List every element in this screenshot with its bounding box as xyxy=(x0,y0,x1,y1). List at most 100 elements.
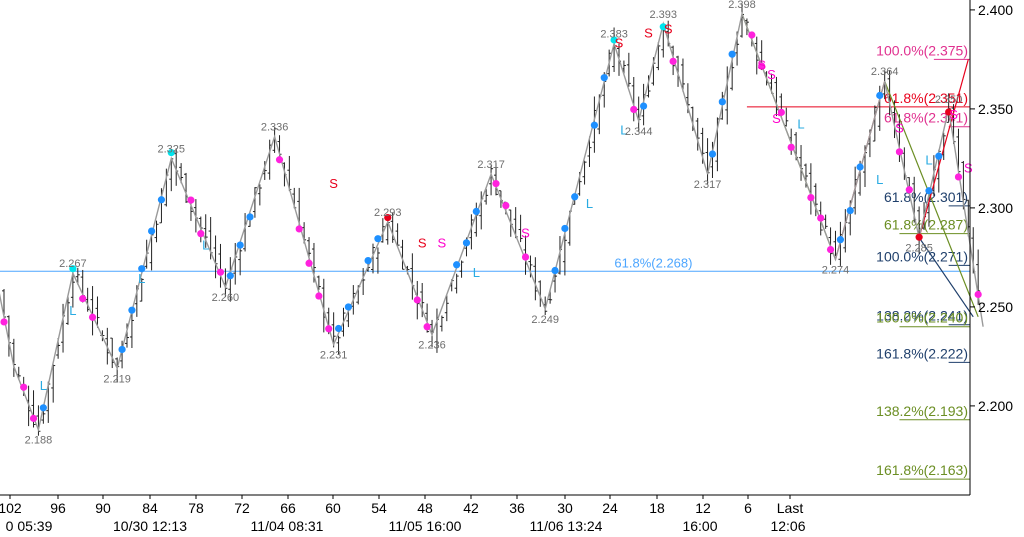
x-tick-label: 6 xyxy=(744,500,752,516)
sell-marker: S xyxy=(418,236,427,251)
signal-dot xyxy=(492,180,500,188)
zigzag-line xyxy=(0,11,984,433)
sell-marker: S xyxy=(664,22,673,37)
signal-dot xyxy=(630,105,638,114)
long-marker: L xyxy=(202,237,209,252)
signal-dot xyxy=(20,383,28,391)
pivot-label: 2.188 xyxy=(25,435,53,447)
signal-dot xyxy=(0,318,8,326)
x-tick-label: 78 xyxy=(188,500,204,516)
signal-dot xyxy=(472,207,480,216)
trend-line xyxy=(918,59,969,238)
signal-dot xyxy=(787,143,795,151)
level-label: 161.8%(2.163) xyxy=(876,462,968,478)
signal-dot xyxy=(275,156,284,164)
x-tick-label: 18 xyxy=(649,500,665,516)
signal-dot xyxy=(364,256,372,265)
x-tick-label: 84 xyxy=(142,500,158,516)
level-label: 100.0%(2.240) xyxy=(876,310,968,326)
signal-dot xyxy=(502,201,510,210)
signal-dot xyxy=(669,57,677,65)
pivot-label: 2.236 xyxy=(418,340,446,352)
signal-dot xyxy=(935,152,943,160)
level-label: 161.8%(2.222) xyxy=(876,345,968,361)
signal-dot xyxy=(305,259,313,267)
long-marker: L xyxy=(925,152,932,167)
x-tick-label: 54 xyxy=(371,500,387,516)
level-label: 138.2%(2.241) xyxy=(876,308,968,324)
y-tick-label: 2.250 xyxy=(978,299,1013,315)
long-marker: L xyxy=(69,303,76,318)
signal-dot xyxy=(974,290,982,299)
signal-dot xyxy=(118,345,126,354)
sell-marker: S xyxy=(757,57,766,72)
signal-dot xyxy=(157,196,166,204)
signal-dot xyxy=(29,414,38,422)
signal-dot xyxy=(846,206,854,215)
long-marker: L xyxy=(40,378,47,393)
signal-dot xyxy=(895,148,904,156)
signal-dot xyxy=(708,150,717,158)
x-time-label: 11/05 16:00 xyxy=(389,518,462,534)
sell-marker: S xyxy=(329,176,338,191)
pivot-label: 2.344 xyxy=(625,126,653,138)
signal-dot xyxy=(39,404,47,412)
x-tick-label: 48 xyxy=(417,500,433,516)
signal-dot xyxy=(69,265,77,273)
pivot-labels: 2.188 2.267 2.219 2.325 2.260 2.336 2.231 2.293… xyxy=(25,0,963,447)
x-tick-label: Last xyxy=(777,500,804,516)
y-tick-label: 2.200 xyxy=(978,398,1013,414)
long-marker: L xyxy=(797,117,804,132)
signal-dot xyxy=(167,149,175,157)
signal-dot xyxy=(728,50,736,58)
x-time-label: 11/06 13:24 xyxy=(530,518,603,534)
pivot-label: 2.336 xyxy=(261,122,289,134)
signal-dot xyxy=(640,102,648,110)
signal-dot xyxy=(945,108,953,116)
level-label: 100.0%(2.271) xyxy=(876,248,968,264)
x-tick-label: 102 xyxy=(0,500,22,516)
signal-dot xyxy=(659,23,667,31)
signal-dot xyxy=(551,266,559,275)
trend-line xyxy=(884,80,979,318)
x-tick-label: 24 xyxy=(602,500,618,516)
pivot-label: 2.285 xyxy=(905,243,933,255)
level-label: 61.8%(2.301) xyxy=(884,189,968,205)
signal-dot xyxy=(954,173,963,181)
price-bars xyxy=(2,3,981,436)
signal-dot xyxy=(226,272,234,280)
signal-dot xyxy=(334,324,343,333)
x-tick-label: 36 xyxy=(509,500,525,516)
signal-dot xyxy=(453,261,461,269)
signal-dot xyxy=(246,213,254,221)
signal-dot xyxy=(413,296,421,304)
level-label: 138.2%(2.193) xyxy=(876,403,968,419)
sell-marker: S xyxy=(767,67,776,82)
level-label: 61.8%(2.287) xyxy=(884,217,968,233)
x-tick-label: 66 xyxy=(280,500,296,516)
pivot-label: 2.364 xyxy=(871,66,899,78)
pivot-label: 2.219 xyxy=(103,373,131,385)
signal-dot xyxy=(216,268,225,276)
x-tick-label: 90 xyxy=(95,500,111,516)
signal-dot xyxy=(777,108,785,116)
x-tick-label: 60 xyxy=(325,500,341,516)
x-time-label: 0 05:39 xyxy=(6,518,53,534)
pivot-label: 2.383 xyxy=(600,29,628,41)
signal-dot xyxy=(590,121,599,129)
signal-dots xyxy=(0,23,982,422)
sell-marker: S xyxy=(438,236,447,251)
signal-dot xyxy=(600,74,608,82)
y-tick-label: 2.400 xyxy=(978,2,1013,18)
pivot-label: 2.293 xyxy=(374,207,402,219)
signal-dot xyxy=(148,227,156,235)
signal-dot xyxy=(817,214,825,222)
sell-marker: S xyxy=(521,226,530,241)
signal-dot xyxy=(197,230,205,238)
signal-dot xyxy=(374,235,382,243)
signal-dot xyxy=(807,193,815,202)
pivot-label: 2.325 xyxy=(158,143,186,155)
